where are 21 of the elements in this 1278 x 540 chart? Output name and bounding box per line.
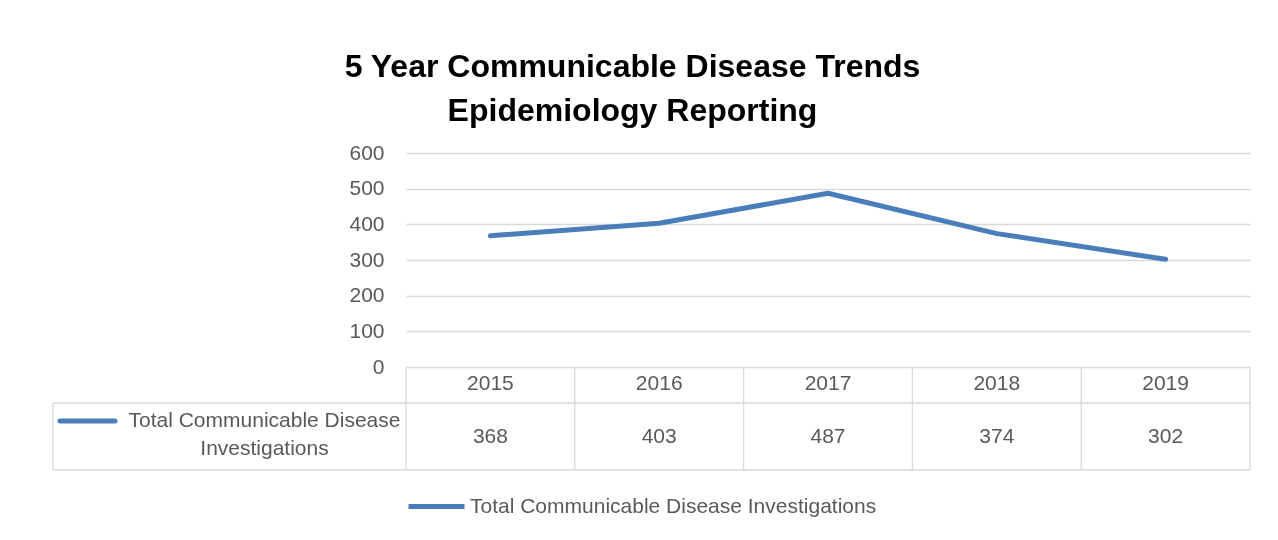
- data-label: 374: [979, 423, 1015, 447]
- y-tick-label: 0: [372, 354, 385, 378]
- chart-title: 5 Year Communicable Disease Trends: [344, 48, 921, 84]
- text: Total Communicable Disease Investigations: [470, 493, 877, 517]
- x-tick-label: 2016: [635, 370, 683, 394]
- y-tick-label: 400: [349, 211, 385, 235]
- data-label: 368: [472, 423, 508, 447]
- y-tick-label: 300: [349, 247, 385, 271]
- y-tick-label: 200: [349, 283, 385, 307]
- data-label: 302: [1148, 423, 1184, 447]
- legend-label: Total Communicable Disease Investigations: [128, 408, 401, 459]
- x-tick-label: 2017: [804, 370, 852, 394]
- data-label: 487: [810, 423, 846, 447]
- x-tick-label: 2018: [973, 370, 1021, 394]
- x-tick-label: 2015: [467, 370, 514, 394]
- data-label: 403: [641, 423, 677, 447]
- x-tick-label: 2019: [1142, 370, 1189, 394]
- chart-subtitle: Epidemiology Reporting: [447, 92, 818, 128]
- y-tick-label: 500: [349, 176, 385, 200]
- y-tick-label: 600: [349, 140, 385, 164]
- y-tick-label: 100: [349, 318, 385, 342]
